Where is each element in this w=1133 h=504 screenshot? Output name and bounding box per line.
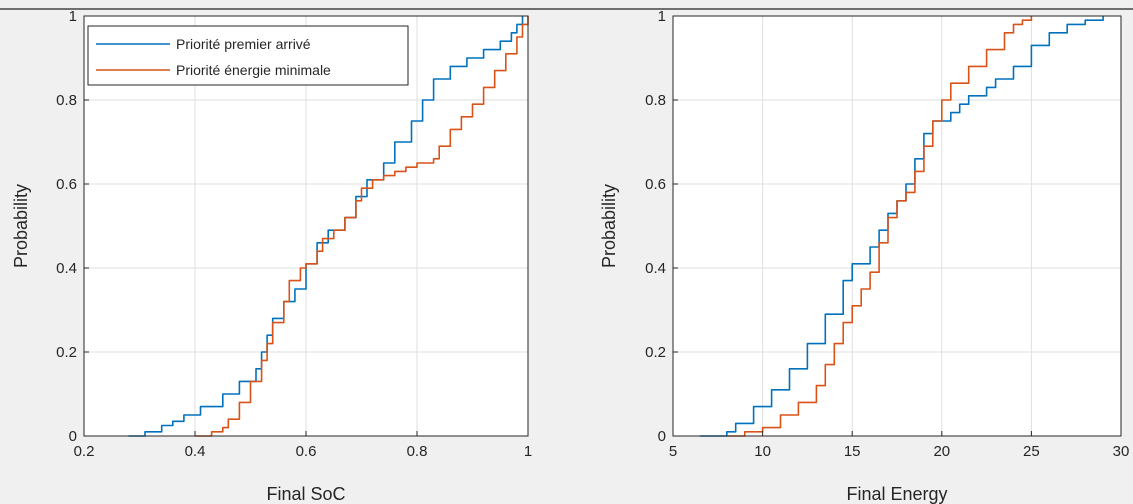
x-tick-label: 0.4 <box>185 443 206 460</box>
x-tick-labels: 0.2 0.4 0.6 0.8 1 <box>74 443 533 460</box>
x-tick-label: 30 <box>1113 443 1130 460</box>
y-tick-label: 1 <box>658 8 666 25</box>
y-tick-label: 0.4 <box>645 260 666 277</box>
x-tick-label: 0.6 <box>296 443 317 460</box>
y-tick-label: 0.4 <box>56 260 77 277</box>
y-tick-label: 0.8 <box>645 92 666 109</box>
y-tick-label: 1 <box>69 8 77 25</box>
y-axis-label: Probability <box>11 184 31 268</box>
legend-label-series-1: Priorité premier arrivé <box>176 36 311 52</box>
x-tick-label: 1 <box>524 443 532 460</box>
x-tick-label: 20 <box>933 443 950 460</box>
series-lines <box>128 16 529 437</box>
x-tick-label: 10 <box>754 443 771 460</box>
series-line-1 <box>699 16 1104 437</box>
x-tick-label: 0.2 <box>74 443 95 460</box>
series-lines <box>699 16 1104 437</box>
x-axis-label: Final SoC <box>266 484 345 504</box>
plot-area-background <box>673 16 1121 436</box>
y-axis-label: Probability <box>599 184 619 268</box>
series-line-2 <box>726 16 1033 437</box>
x-tick-label: 5 <box>669 443 677 460</box>
y-tick-label: 0.6 <box>56 176 77 193</box>
chart-final-energy: 5 10 15 20 25 30 00.20.40.60.81 Final Energy … <box>599 8 1129 504</box>
y-tick-label: 0 <box>69 428 77 445</box>
y-tick-label: 0 <box>658 428 666 445</box>
x-tick-labels: 5 10 15 20 25 30 <box>669 443 1130 460</box>
y-tick-label: 0.2 <box>56 344 77 361</box>
chart-final-soc: 0.2 0.4 0.6 0.8 1 00.20.40.60.81 Final SoC P… <box>11 8 532 504</box>
tick-marks <box>83 15 529 437</box>
x-tick-label: 25 <box>1023 443 1040 460</box>
legend-label-series-2: Priorité énergie minimale <box>176 62 331 78</box>
legend-box <box>87 25 409 86</box>
tick-marks <box>672 15 1122 437</box>
series-line-2 <box>195 16 529 437</box>
legend: Priorité premier arrivé Priorité énergie… <box>87 25 409 86</box>
x-tick-label: 15 <box>844 443 861 460</box>
y-tick-label: 0.2 <box>645 344 666 361</box>
x-axis-label: Final Energy <box>846 484 947 504</box>
plot-area-border <box>672 15 1122 437</box>
y-tick-labels: 0 0.2 0.4 0.6 0.8 1 <box>56 8 77 445</box>
y-tick-labels: 0 0.2 0.4 0.6 0.8 1 <box>645 8 666 445</box>
x-tick-label: 0.8 <box>407 443 428 460</box>
y-tick-label: 0.6 <box>645 176 666 193</box>
series-line-1 <box>128 16 524 437</box>
y-tick-label: 0.8 <box>56 92 77 109</box>
